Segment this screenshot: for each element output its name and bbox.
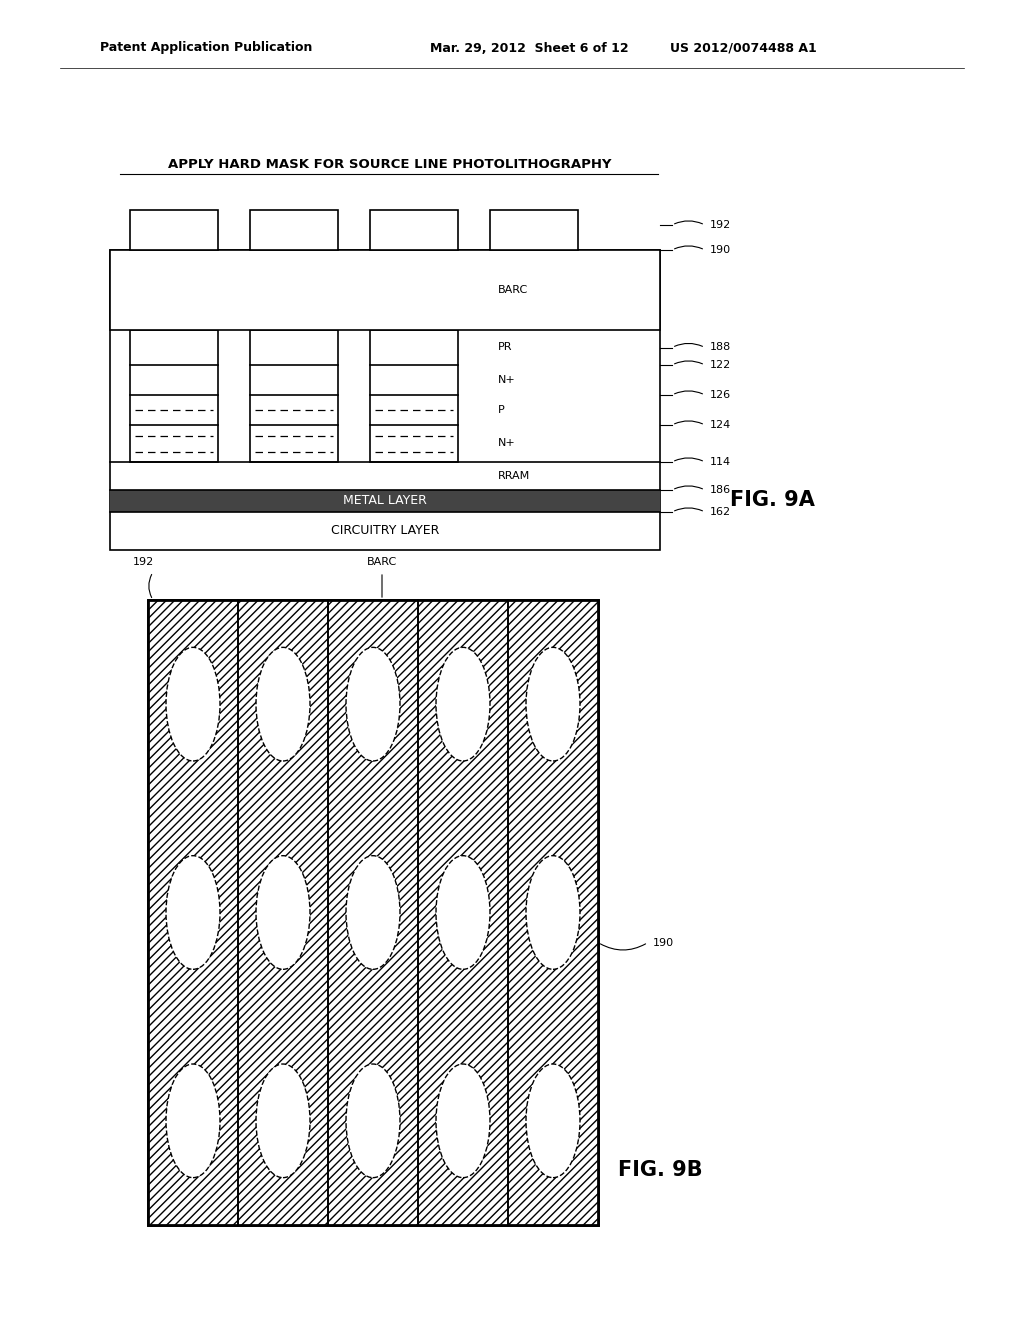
Text: Mar. 29, 2012  Sheet 6 of 12: Mar. 29, 2012 Sheet 6 of 12 [430,41,629,54]
Text: APPLY HARD MASK FOR SOURCE LINE PHOTOLITHOGRAPHY: APPLY HARD MASK FOR SOURCE LINE PHOTOLIT… [168,158,611,172]
Bar [418,601,508,1225]
Bar [250,330,338,462]
Text: 190: 190 [710,246,731,255]
Text: FIG. 9A: FIG. 9A [730,490,815,510]
Ellipse shape [166,855,220,969]
Ellipse shape [166,1064,220,1177]
Ellipse shape [346,647,400,762]
Bar [370,330,458,462]
Bar [250,210,338,249]
Text: 192: 192 [133,557,155,568]
Bar [328,601,418,1225]
Text: BARC: BARC [367,557,397,568]
Text: P: P [498,405,505,414]
Text: 162: 162 [710,507,731,517]
Bar [110,249,660,330]
Text: Patent Application Publication: Patent Application Publication [100,41,312,54]
Text: PR: PR [498,342,512,352]
Bar [370,210,458,249]
Text: 186: 186 [710,484,731,495]
Ellipse shape [346,1064,400,1177]
Text: 192: 192 [710,220,731,230]
Ellipse shape [346,855,400,969]
Ellipse shape [436,1064,490,1177]
Text: BARC: BARC [498,285,528,294]
Ellipse shape [436,647,490,762]
Bar [490,210,578,249]
Text: CIRCUITRY LAYER: CIRCUITRY LAYER [331,524,439,537]
Bar [508,601,598,1225]
Ellipse shape [256,1064,310,1177]
Text: N+: N+ [498,438,516,449]
Ellipse shape [256,647,310,762]
Bar [110,249,660,550]
Bar [130,330,218,462]
Ellipse shape [526,1064,580,1177]
Text: 122: 122 [710,360,731,370]
Bar [148,601,238,1225]
Bar [148,601,598,1225]
Bar [110,490,660,512]
Text: N+: N+ [498,375,516,385]
Text: 124: 124 [710,420,731,430]
Ellipse shape [436,855,490,969]
Text: 188: 188 [710,342,731,352]
Text: FIG. 9B: FIG. 9B [618,1160,702,1180]
Text: US 2012/0074488 A1: US 2012/0074488 A1 [670,41,817,54]
Text: 190: 190 [653,937,674,948]
Bar [130,210,218,249]
Ellipse shape [166,647,220,762]
Ellipse shape [526,855,580,969]
Ellipse shape [526,647,580,762]
Text: 114: 114 [710,457,731,467]
Text: METAL LAYER: METAL LAYER [343,495,427,507]
Text: RRAM: RRAM [498,471,530,480]
Text: 126: 126 [710,389,731,400]
Bar [238,601,328,1225]
Ellipse shape [256,855,310,969]
Bar [148,601,598,1225]
